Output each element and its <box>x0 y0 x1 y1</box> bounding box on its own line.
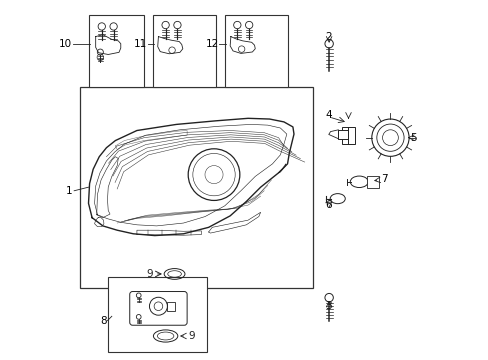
Bar <box>167 302 175 311</box>
Text: 3: 3 <box>325 301 331 311</box>
Text: 7: 7 <box>380 174 386 184</box>
Text: 10: 10 <box>59 40 72 49</box>
Text: 2: 2 <box>325 32 331 41</box>
Bar <box>341 127 354 144</box>
Text: 9: 9 <box>188 331 194 341</box>
Bar <box>80 87 312 288</box>
Bar <box>224 15 287 87</box>
Text: 12: 12 <box>205 40 218 49</box>
Text: 11: 11 <box>133 40 147 49</box>
Text: 5: 5 <box>410 133 416 143</box>
Bar <box>153 15 215 87</box>
Text: 9: 9 <box>146 269 153 279</box>
FancyBboxPatch shape <box>129 292 187 325</box>
Bar <box>88 15 144 87</box>
Bar <box>108 277 206 352</box>
Text: 1: 1 <box>65 186 72 196</box>
Text: 6: 6 <box>325 200 331 210</box>
Text: 8: 8 <box>100 316 106 325</box>
Text: 4: 4 <box>325 111 331 121</box>
Bar <box>366 176 378 188</box>
Bar <box>338 130 348 139</box>
